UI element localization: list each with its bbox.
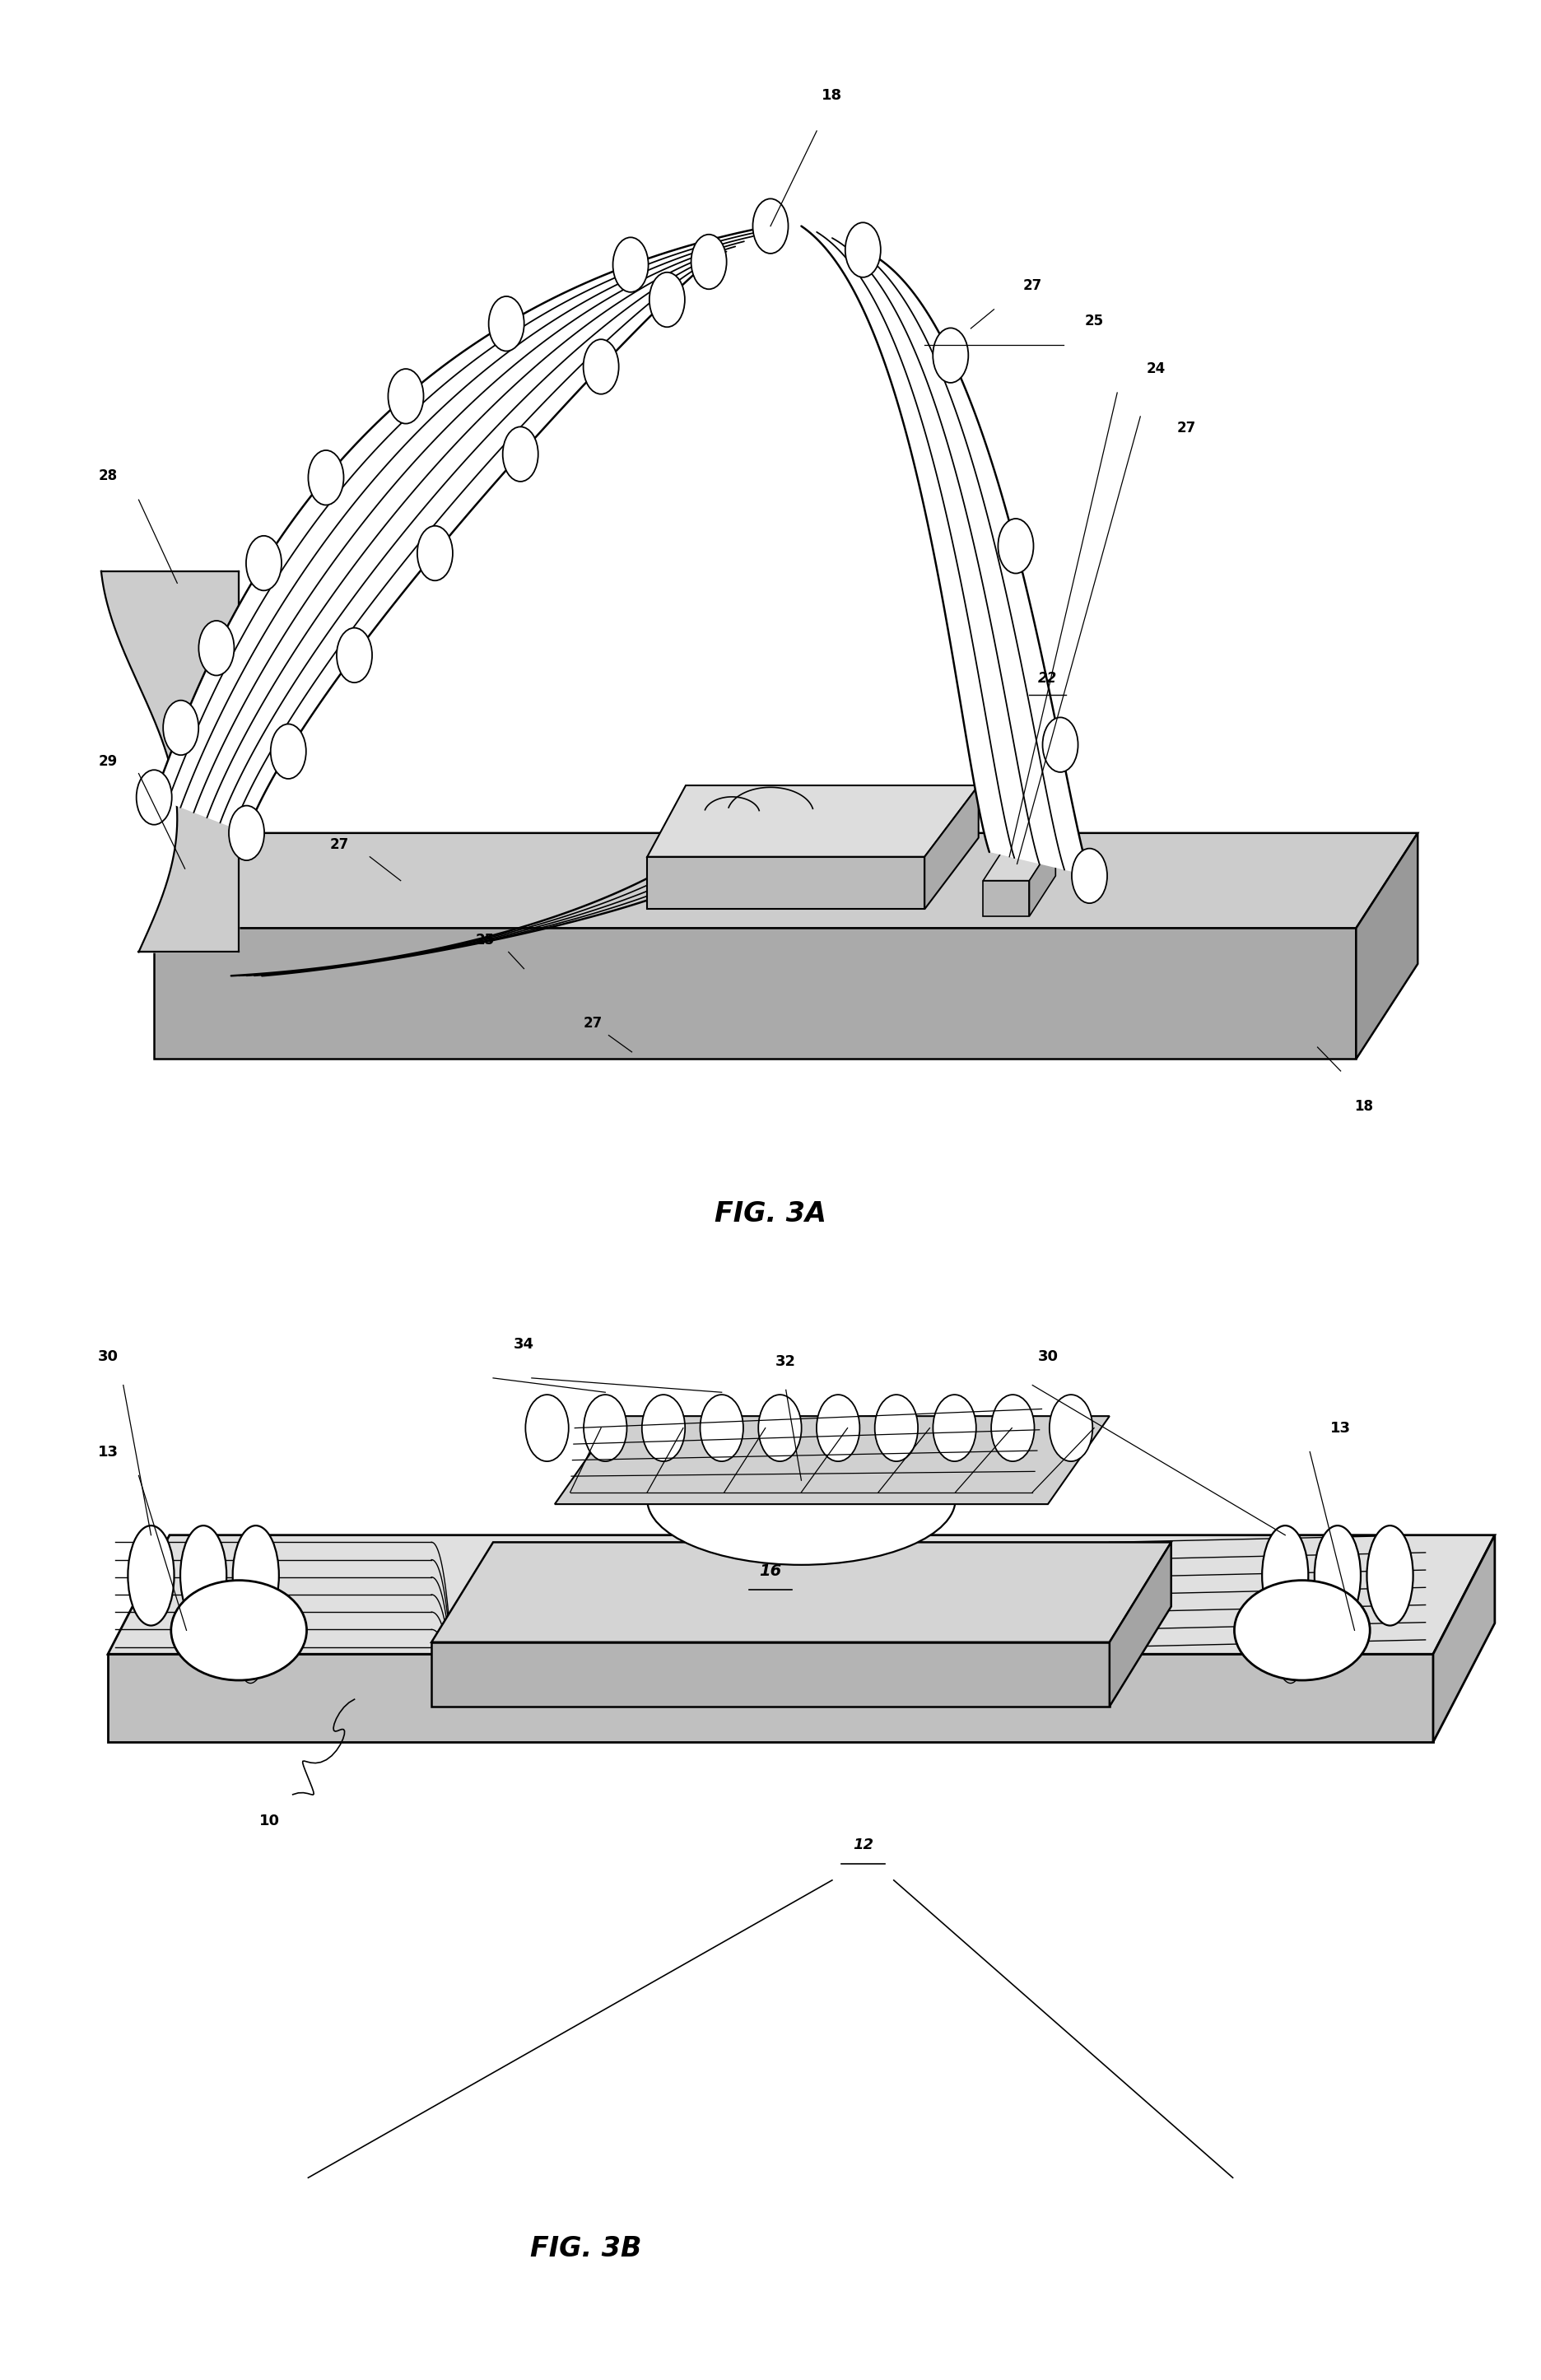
Polygon shape [108, 1654, 1433, 1742]
Ellipse shape [1367, 1526, 1413, 1626]
Ellipse shape [128, 1526, 174, 1626]
Circle shape [336, 628, 371, 683]
Ellipse shape [233, 1526, 279, 1626]
Circle shape [700, 1395, 743, 1461]
Circle shape [875, 1395, 918, 1461]
Circle shape [1073, 847, 1108, 902]
Text: 18: 18 [821, 88, 843, 102]
Circle shape [584, 340, 619, 395]
Text: 27: 27 [584, 1016, 603, 1031]
Circle shape [643, 1395, 686, 1461]
Text: 22: 22 [1039, 671, 1057, 685]
Text: 27: 27 [1023, 278, 1042, 293]
Polygon shape [1110, 1542, 1171, 1706]
Polygon shape [1356, 833, 1418, 1059]
Circle shape [846, 221, 881, 276]
Circle shape [613, 238, 649, 293]
Ellipse shape [1234, 1580, 1370, 1680]
Circle shape [308, 450, 344, 505]
Circle shape [502, 426, 538, 481]
Polygon shape [983, 881, 1029, 916]
Text: 28: 28 [99, 469, 117, 483]
Polygon shape [154, 833, 1418, 928]
Circle shape [690, 233, 727, 288]
Circle shape [199, 621, 234, 676]
Polygon shape [1029, 840, 1056, 916]
Text: 27: 27 [1177, 421, 1196, 436]
Text: FIG. 3A: FIG. 3A [715, 1200, 826, 1228]
Text: 29: 29 [99, 754, 117, 769]
Text: 30: 30 [97, 1349, 119, 1364]
PathPatch shape [154, 226, 771, 833]
Circle shape [271, 724, 307, 778]
Text: 12: 12 [852, 1837, 874, 1852]
Text: 30: 30 [1037, 1349, 1059, 1364]
Circle shape [1049, 1395, 1093, 1461]
Circle shape [754, 198, 789, 255]
Circle shape [163, 700, 199, 754]
Polygon shape [431, 1542, 1171, 1642]
Polygon shape [108, 1535, 1495, 1654]
Polygon shape [647, 857, 925, 909]
Circle shape [932, 1395, 975, 1461]
Circle shape [999, 519, 1034, 574]
Ellipse shape [1314, 1526, 1361, 1626]
Text: 13: 13 [97, 1445, 119, 1459]
Text: 10: 10 [259, 1814, 280, 1828]
Circle shape [584, 1395, 627, 1461]
Text: 32: 32 [775, 1354, 797, 1368]
Circle shape [488, 298, 524, 352]
Text: 18: 18 [1355, 1100, 1373, 1114]
Circle shape [418, 526, 453, 581]
Polygon shape [431, 1642, 1110, 1706]
Ellipse shape [1262, 1526, 1308, 1626]
Polygon shape [925, 785, 979, 909]
Polygon shape [1433, 1535, 1495, 1742]
Circle shape [228, 804, 265, 859]
Polygon shape [983, 840, 1056, 881]
Circle shape [932, 328, 968, 383]
Text: 25: 25 [476, 933, 495, 947]
Circle shape [525, 1395, 569, 1461]
Polygon shape [555, 1416, 1110, 1504]
Circle shape [817, 1395, 860, 1461]
Text: 25: 25 [1085, 314, 1103, 328]
Circle shape [649, 271, 684, 326]
Text: 27: 27 [330, 838, 348, 852]
Text: 34: 34 [513, 1338, 535, 1352]
Text: 13: 13 [1330, 1421, 1351, 1435]
Ellipse shape [180, 1526, 227, 1626]
Ellipse shape [171, 1580, 307, 1680]
Ellipse shape [647, 1433, 955, 1566]
Circle shape [991, 1395, 1034, 1461]
Circle shape [137, 769, 173, 823]
Circle shape [388, 369, 424, 424]
Text: FIG. 3B: FIG. 3B [530, 2235, 641, 2263]
Polygon shape [647, 785, 979, 857]
Text: 24: 24 [1147, 362, 1165, 376]
Text: 16: 16 [760, 1564, 781, 1578]
Circle shape [247, 536, 282, 590]
Circle shape [1043, 716, 1079, 771]
PathPatch shape [801, 226, 1089, 876]
Polygon shape [154, 928, 1356, 1059]
Circle shape [758, 1395, 801, 1461]
